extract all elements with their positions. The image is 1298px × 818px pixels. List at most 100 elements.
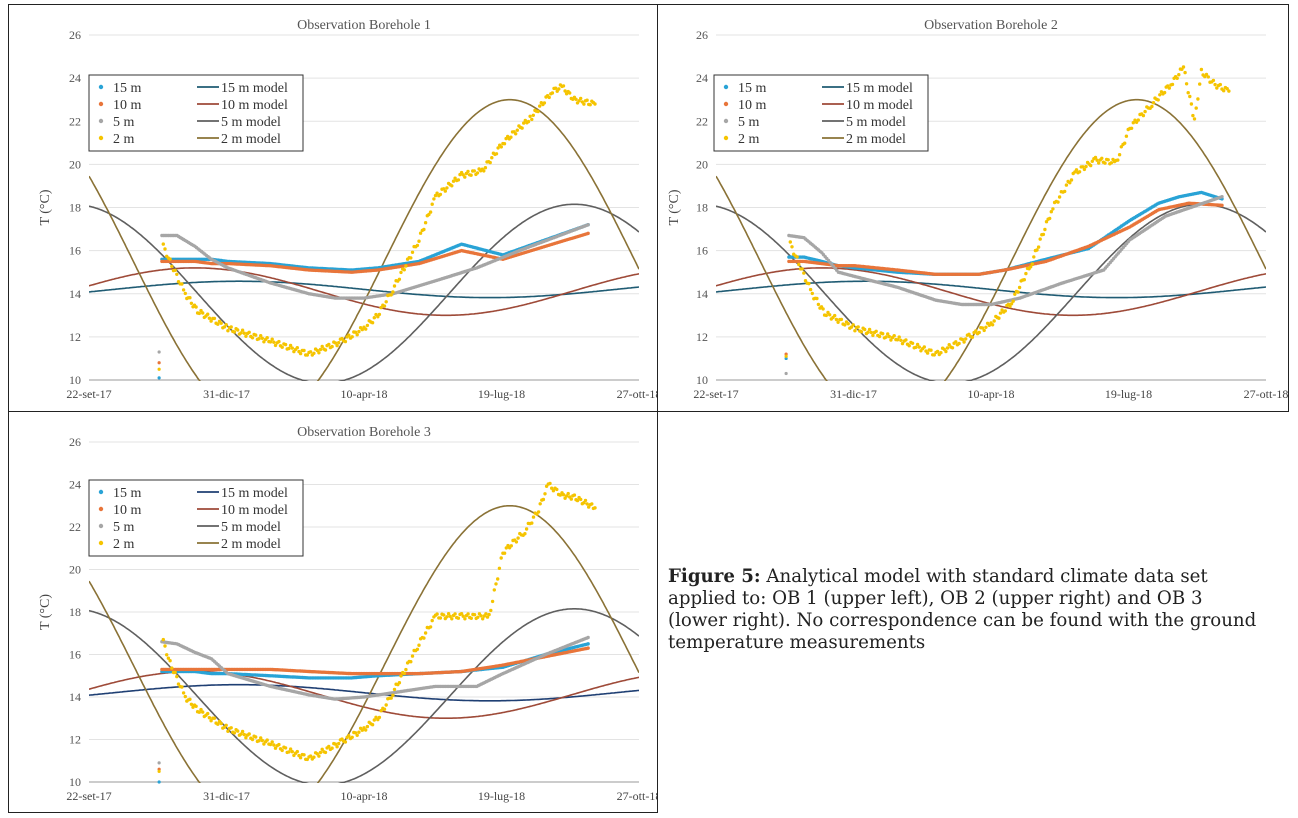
legend-label: 15 m (738, 81, 767, 96)
legend-marker (98, 489, 104, 495)
data-point (337, 741, 341, 746)
legend-label: 5 m model (221, 520, 281, 535)
data-point (435, 612, 439, 616)
data-point (1225, 87, 1229, 91)
data-point (315, 348, 319, 353)
data-point (1177, 73, 1181, 77)
data-point (188, 296, 192, 300)
data-point (538, 502, 542, 506)
data-point (181, 691, 186, 695)
data-point (430, 618, 434, 623)
legend-label: 10 m (738, 98, 767, 113)
data-point (935, 349, 940, 354)
data-point (828, 313, 832, 317)
series-line-2-m-model (89, 505, 639, 783)
data-point (161, 242, 165, 246)
legend-marker (98, 101, 104, 107)
data-point (1035, 248, 1039, 252)
data-point (259, 334, 263, 338)
data-point (176, 682, 181, 686)
data-point (422, 227, 426, 232)
data-point (1184, 82, 1189, 86)
data-point (333, 742, 338, 746)
x-tick-label: 27-ott-18 (617, 789, 657, 803)
series-points-5-m (784, 195, 1224, 376)
data-point (569, 497, 573, 501)
data-point (1181, 65, 1186, 69)
data-point (784, 354, 788, 358)
data-point (250, 737, 255, 742)
x-tick-label: 19-lug-18 (478, 789, 525, 803)
data-point (308, 350, 313, 354)
data-point (499, 556, 503, 560)
data-point (466, 169, 470, 174)
data-point (379, 709, 383, 713)
data-point (970, 335, 975, 339)
data-point (555, 487, 559, 492)
data-point (272, 340, 276, 344)
data-point (998, 311, 1003, 315)
data-point (229, 325, 233, 329)
data-point (168, 257, 172, 261)
data-point (229, 726, 233, 730)
data-point (288, 343, 293, 348)
data-point (1196, 97, 1200, 101)
data-point (247, 732, 251, 736)
data-point (526, 119, 531, 124)
data-point (389, 293, 393, 297)
data-point (317, 754, 321, 758)
data-point (494, 582, 498, 586)
figure-caption-text: Analytical model with standard climate d… (668, 566, 1257, 653)
legend-label: 2 m model (221, 537, 281, 552)
data-point (922, 345, 926, 349)
y-tick-label: 16 (696, 244, 708, 258)
data-point (1188, 94, 1192, 99)
data-point (1100, 156, 1104, 160)
y-tick-label: 10 (69, 775, 81, 789)
data-point (461, 614, 465, 618)
legend-label: 2 m (113, 132, 135, 147)
data-point (531, 113, 535, 118)
y-tick-label: 18 (696, 201, 708, 215)
legend: 15 m 15 m model 10 m 10 m model 5 m 5 m model… (88, 479, 304, 557)
y-tick-label: 18 (69, 605, 81, 619)
data-point (572, 493, 577, 497)
chart-title: Observation Borehole 2 (924, 18, 1058, 33)
data-point (846, 322, 850, 326)
data-point (453, 612, 457, 616)
series-points-15-m (157, 223, 590, 380)
data-point (887, 334, 891, 339)
data-point (1032, 255, 1036, 259)
series-line-5-m-model (89, 203, 639, 381)
data-point (157, 361, 161, 365)
chart-title: Observation Borehole 1 (297, 18, 431, 33)
data-point (318, 347, 323, 352)
data-point (451, 179, 456, 183)
data-point (593, 506, 597, 510)
data-point (900, 341, 905, 346)
y-tick-label: 22 (69, 114, 81, 128)
data-point (869, 330, 873, 335)
data-point (469, 173, 473, 177)
data-point (843, 323, 847, 327)
y-tick-label: 22 (696, 114, 708, 128)
legend-marker (723, 101, 729, 107)
data-point (283, 746, 288, 750)
data-point (377, 715, 382, 720)
data-point (980, 326, 985, 330)
legend-label: 5 m (113, 115, 135, 130)
series-line-10-m-model (716, 267, 1266, 317)
data-point (551, 489, 556, 493)
series-points-2-m (784, 65, 1231, 358)
data-point (335, 745, 339, 749)
data-point (509, 135, 513, 139)
data-point (384, 300, 388, 304)
data-point (561, 493, 566, 497)
data-point (240, 328, 245, 332)
data-point (490, 156, 494, 160)
data-point (417, 239, 421, 243)
legend-label: 10 m (113, 503, 142, 518)
data-point (430, 202, 434, 206)
data-point (877, 334, 882, 339)
data-point (422, 636, 426, 640)
